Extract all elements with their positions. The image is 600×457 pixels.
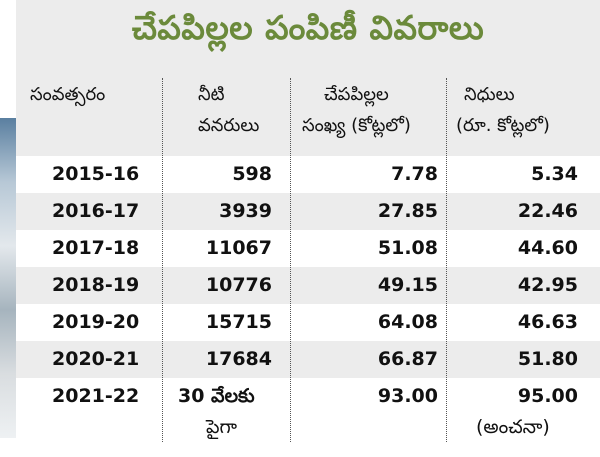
cell-fish: 64.08 (377, 311, 438, 333)
table-header: సంవత్సరం నీటి వనరులు చేపపిల్లల సంఖ్య (కో… (16, 78, 600, 156)
cell-sources: 598 (232, 163, 272, 185)
header-fish-line1: చేపపిల్లల (324, 84, 389, 105)
column-divider (162, 78, 163, 442)
cell-sources: 17684 (205, 348, 272, 370)
cell-sources: 10776 (205, 274, 272, 296)
table-row: 2018-19 10776 49.15 42.95 (16, 267, 600, 304)
column-divider (290, 78, 291, 442)
cell-year: 2017-18 (52, 237, 140, 259)
cell-funds: 46.63 (517, 311, 578, 333)
cell-fish: 93.00 (377, 385, 438, 407)
column-divider (446, 78, 447, 442)
table-row: 2016-17 3939 27.85 22.46 (16, 193, 600, 230)
cell-fish: 27.85 (377, 200, 438, 222)
header-sources-line2: వనరులు (198, 115, 260, 136)
table-row: 2017-18 11067 51.08 44.60 (16, 230, 600, 267)
cell-fish: 51.08 (377, 237, 438, 259)
cell-funds: 22.46 (517, 200, 578, 222)
title-band (16, 0, 600, 78)
cell-fish: 49.15 (377, 274, 438, 296)
cell-year: 2016-17 (52, 200, 140, 222)
header-sources-line1: నీటి (198, 84, 225, 105)
cell-year: 2020-21 (52, 348, 140, 370)
cell-funds-note: (అంచనా) (476, 416, 550, 438)
cell-funds: 51.80 (517, 348, 578, 370)
header-funds-line1: నిధులు (464, 84, 515, 105)
table-row-last: 2021-22 30 వేలకు పైగా 93.00 95.00 (అంచనా… (16, 378, 600, 457)
background-photo-strip (0, 118, 16, 438)
cell-funds: 42.95 (517, 274, 578, 296)
header-fish-line2: సంఖ్య (కోట్లలో) (302, 115, 411, 136)
table-row: 2019-20 15715 64.08 46.63 (16, 304, 600, 341)
cell-fish: 66.87 (377, 348, 438, 370)
cell-funds: 5.34 (531, 163, 578, 185)
table-row: 2015-16 598 7.78 5.34 (16, 156, 600, 193)
cell-funds: 44.60 (517, 237, 578, 259)
table-row: 2020-21 17684 66.87 51.80 (16, 341, 600, 378)
table-title: చేపపిల్లల పంపిణీ వివరాలు (131, 8, 485, 47)
cell-year: 2019-20 (52, 311, 140, 333)
cell-year: 2018-19 (52, 274, 140, 296)
cell-year: 2015-16 (52, 163, 140, 185)
cell-fish: 7.78 (391, 163, 438, 185)
cell-sources: 15715 (205, 311, 272, 333)
header-funds-line2: (రూ. కోట్లలో) (456, 115, 550, 136)
header-year: సంవత్సరం (30, 84, 106, 105)
cell-sources-line2: పైగా (206, 416, 238, 438)
cell-sources-line1: 30 వేలకు (178, 385, 255, 407)
cell-sources: 3939 (219, 200, 272, 222)
cell-sources: 11067 (205, 237, 272, 259)
cell-funds: 95.00 (517, 385, 578, 407)
cell-year: 2021-22 (52, 385, 140, 407)
